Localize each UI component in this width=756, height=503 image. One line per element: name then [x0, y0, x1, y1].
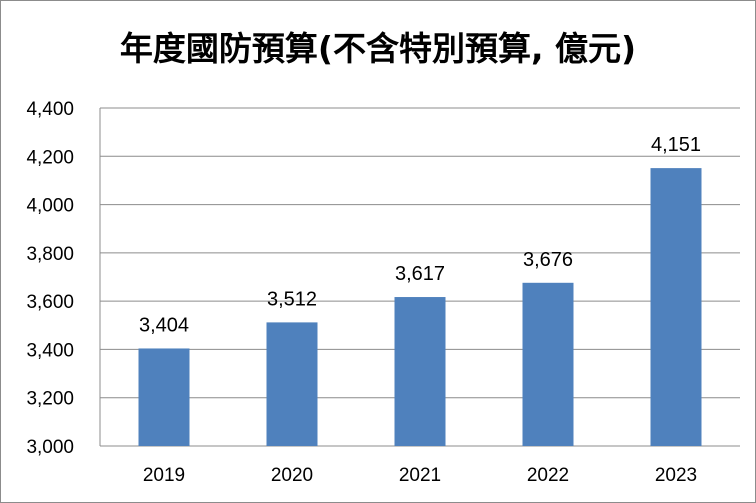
x-tick-label: 2021 — [399, 465, 441, 486]
data-label: 3,404 — [139, 314, 189, 336]
y-tick-label: 3,400 — [26, 340, 74, 361]
x-tick-label: 2019 — [143, 465, 185, 486]
bar — [394, 297, 446, 446]
y-tick-label: 3,000 — [26, 437, 74, 458]
chart-title: 年度國防預算(不含特別預算, 億元) — [119, 29, 637, 68]
x-tick-label: 2022 — [527, 465, 569, 486]
y-tick-label: 3,600 — [26, 292, 74, 313]
y-tick-label: 4,400 — [26, 99, 74, 120]
bar — [266, 322, 318, 446]
y-tick-label: 4,200 — [26, 147, 74, 168]
bar — [650, 168, 702, 446]
data-label: 4,151 — [651, 134, 701, 156]
data-label: 3,512 — [267, 288, 317, 310]
y-tick-label: 4,000 — [26, 196, 74, 217]
data-label: 3,617 — [395, 263, 445, 285]
bar — [522, 282, 574, 446]
bar — [138, 348, 190, 446]
x-tick-label: 2023 — [655, 465, 697, 486]
x-tick-label: 2020 — [271, 465, 313, 486]
y-tick-label: 3,200 — [26, 389, 74, 410]
y-tick-label: 3,800 — [26, 244, 74, 265]
data-label: 3,676 — [523, 249, 573, 271]
